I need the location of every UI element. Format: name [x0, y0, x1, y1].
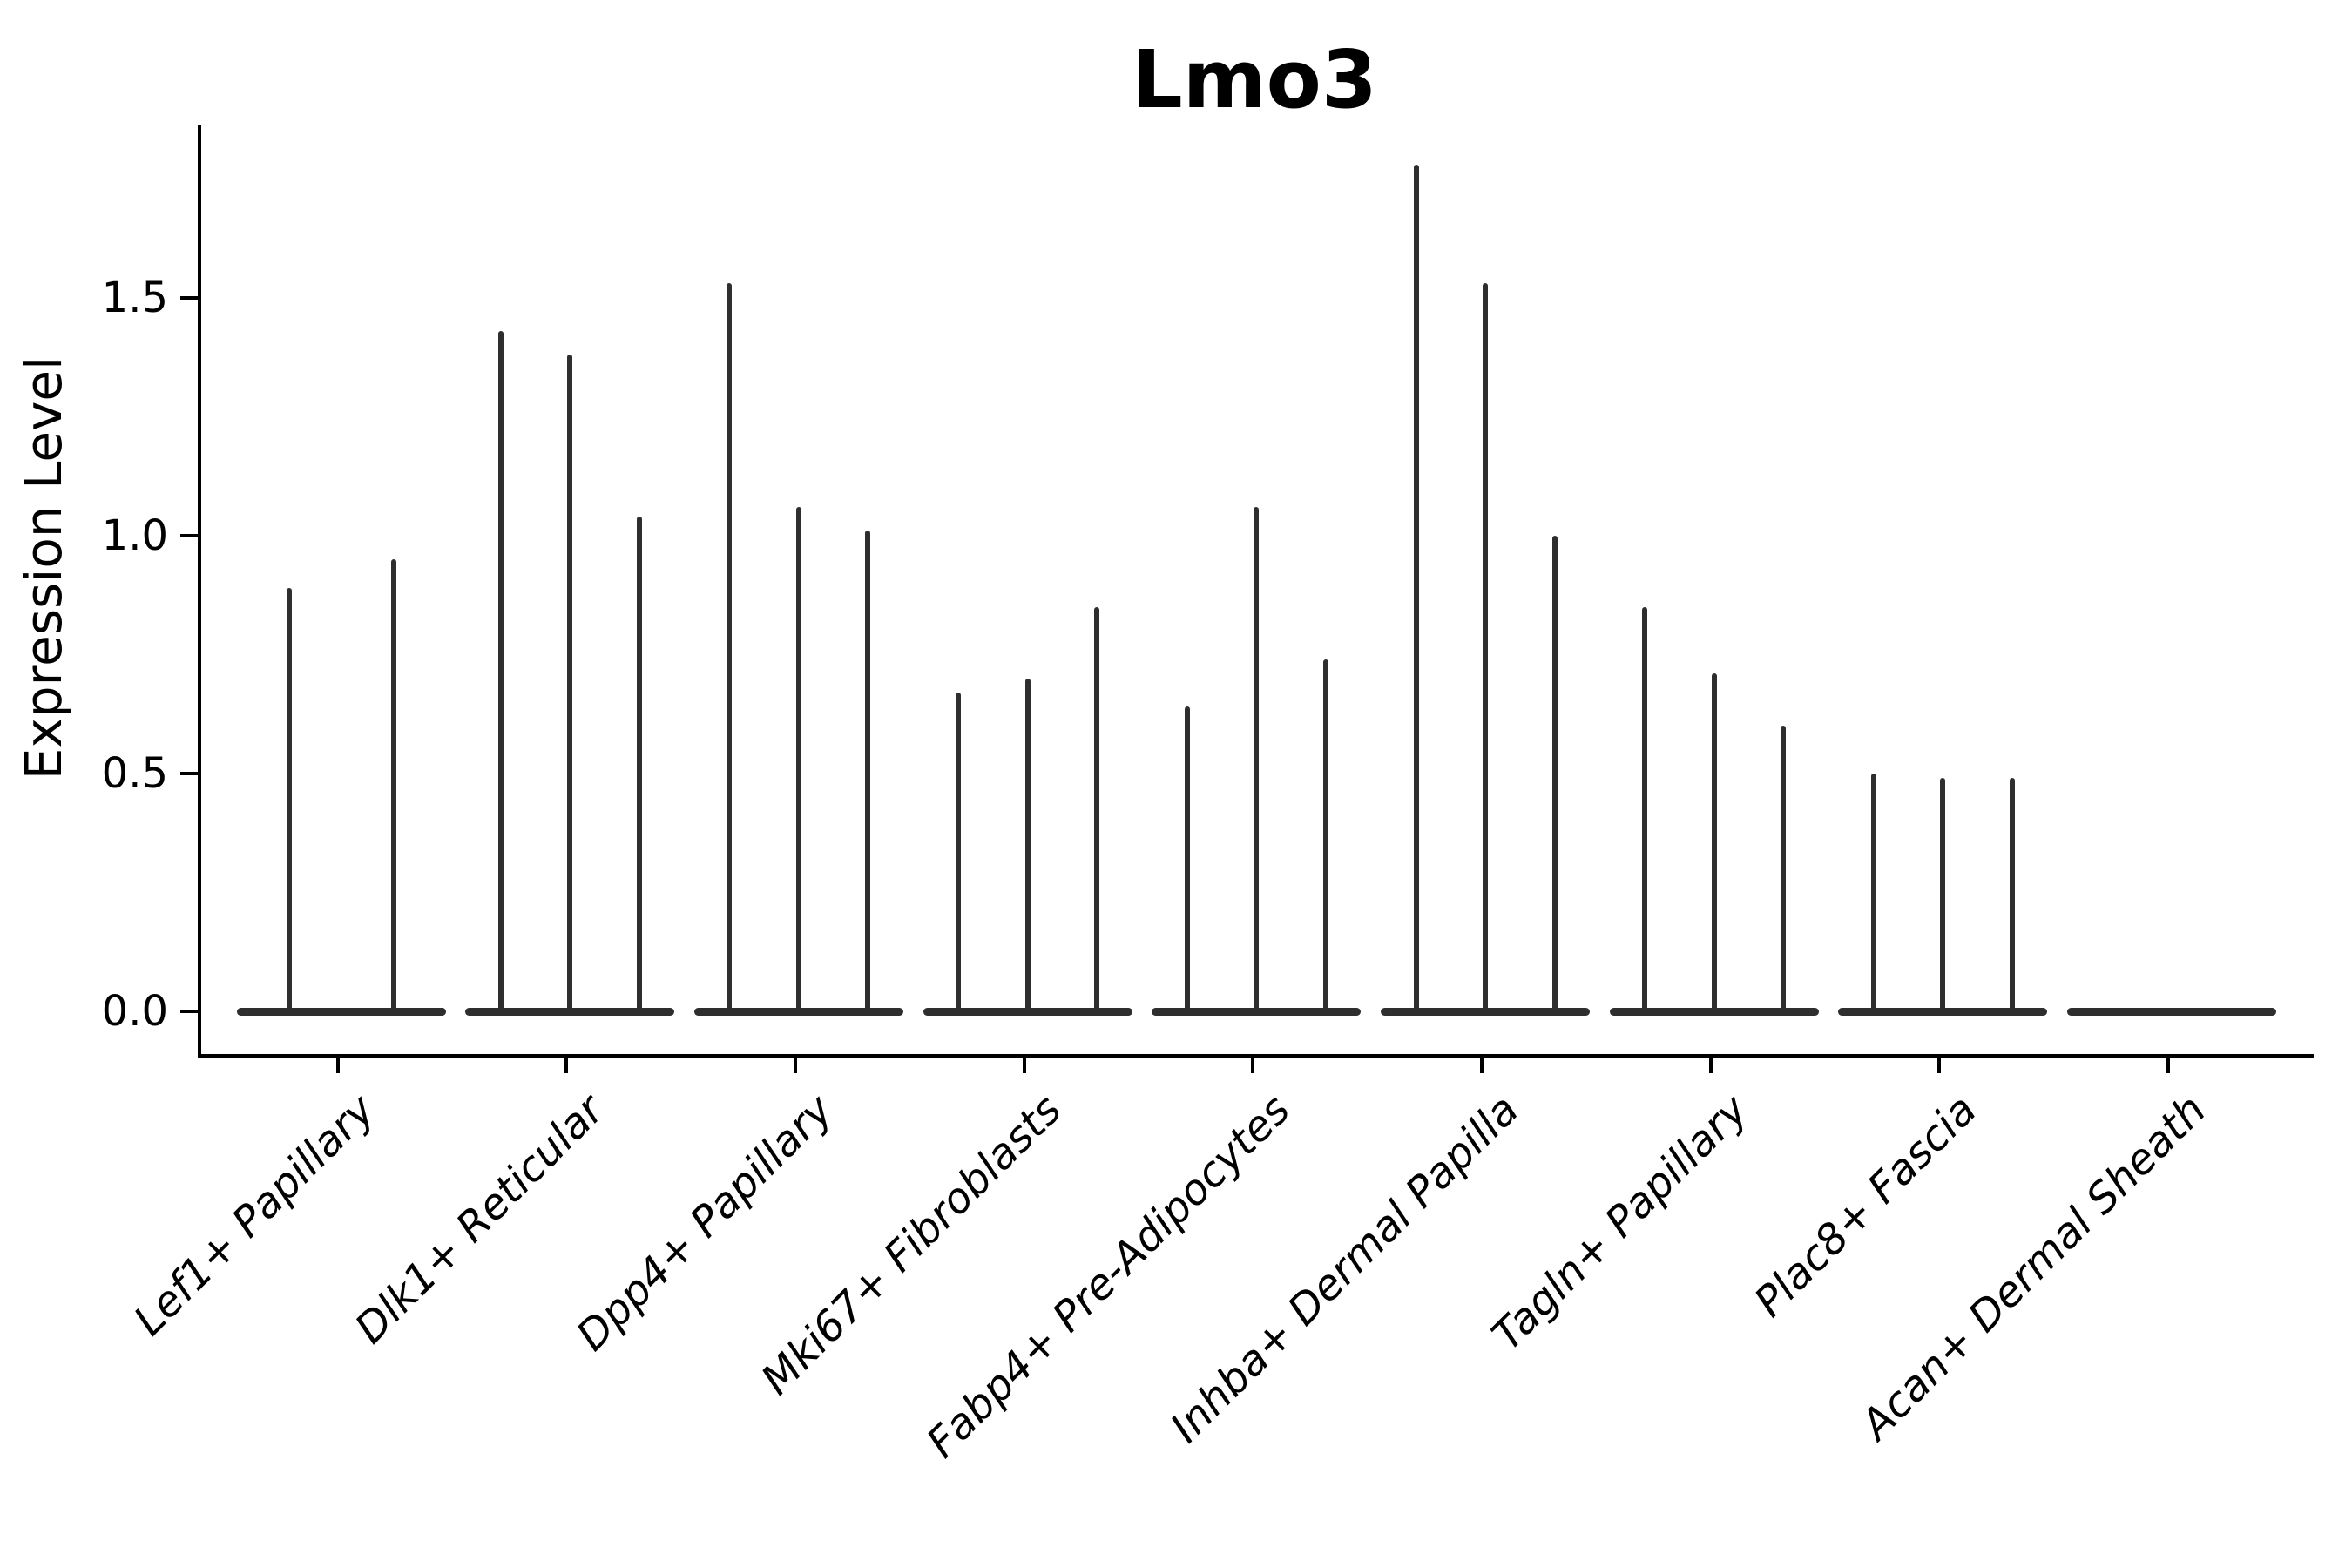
violin-spike	[1781, 726, 1787, 1011]
violin-spike	[1024, 678, 1031, 1011]
violin-baseline	[465, 1007, 675, 1016]
violin-spike	[1711, 673, 1717, 1011]
violin-spike	[1551, 535, 1558, 1011]
violin-spike	[1642, 606, 1648, 1011]
y-tick	[180, 295, 198, 300]
x-tick	[1251, 1056, 1255, 1073]
violin-spike	[497, 330, 504, 1011]
violin-baseline	[1381, 1007, 1590, 1016]
x-tick	[1708, 1056, 1713, 1073]
x-tick-label: Dlk1+ Reticular	[345, 1085, 613, 1354]
violin-baseline	[236, 1007, 446, 1016]
violin-spike	[1094, 606, 1100, 1011]
x-tick-label: Fabp4+ Pre-Adipocytes	[917, 1085, 1300, 1468]
violin-spike	[795, 506, 801, 1011]
chart-title: Lmo3	[1132, 33, 1377, 126]
x-tick-label: Lef1+ Papillary	[124, 1085, 385, 1346]
x-tick	[2166, 1056, 2171, 1073]
x-tick	[1480, 1056, 1484, 1073]
x-tick-label: Tagln+ Papillary	[1483, 1085, 1758, 1361]
violin-baseline	[1838, 1007, 2048, 1016]
violin-baseline	[923, 1007, 1132, 1016]
x-tick-label: Dpp4+ Papillary	[566, 1085, 842, 1361]
y-tick	[180, 1010, 198, 1013]
violin-spike	[1184, 706, 1190, 1011]
y-tick	[180, 533, 198, 537]
x-tick	[564, 1056, 569, 1073]
violin-spike	[727, 283, 733, 1011]
y-tick-label: 1.0	[101, 510, 168, 560]
violin-spike	[1254, 506, 1260, 1011]
y-tick-label: 0.0	[101, 987, 168, 1036]
violin-spike	[2009, 778, 2015, 1011]
violin-spike	[1870, 773, 1876, 1011]
y-tick	[180, 771, 198, 775]
violin-baseline	[2067, 1007, 2277, 1016]
x-tick-label: Plac8+ Fascia	[1745, 1085, 1987, 1327]
violin-spike	[1483, 283, 1488, 1011]
violin-spike	[636, 516, 642, 1011]
violin-spike	[1940, 778, 1946, 1011]
violin-spike	[286, 587, 292, 1011]
violin-spike	[956, 692, 962, 1011]
y-tick-label: 1.5	[101, 273, 168, 322]
y-tick-label: 0.5	[101, 748, 168, 798]
x-tick	[793, 1056, 797, 1073]
violin-baseline	[693, 1007, 903, 1016]
violin-baseline	[1152, 1007, 1362, 1016]
x-tick	[1022, 1056, 1026, 1073]
y-axis-label: Expression Level	[14, 355, 73, 781]
violin-spike	[390, 559, 396, 1011]
violin-spike	[567, 355, 573, 1011]
violin-baseline	[1609, 1007, 1819, 1016]
violin-spike	[865, 531, 871, 1011]
violin-spike	[1413, 164, 1419, 1011]
plot-area	[198, 125, 2314, 1058]
x-tick	[1937, 1056, 1942, 1073]
x-tick	[335, 1056, 340, 1073]
violin-spike	[1322, 659, 1328, 1011]
